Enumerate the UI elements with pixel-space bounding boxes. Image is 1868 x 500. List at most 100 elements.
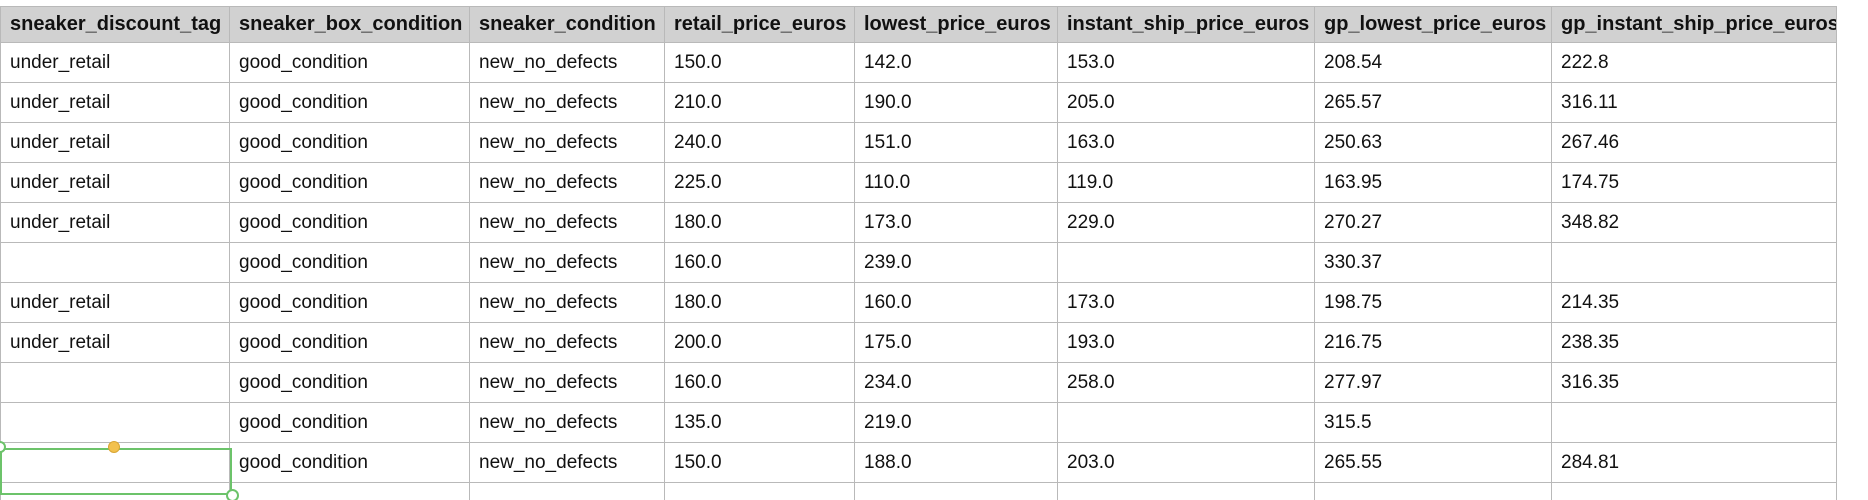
table-cell[interactable]: 110.0 [854,162,1058,203]
table-cell[interactable]: good_condition [229,322,470,363]
table-cell[interactable]: 180.0 [664,202,855,243]
table-cell[interactable]: 160.0 [664,242,855,283]
table-cell[interactable]: 193.0 [1057,322,1315,363]
table-cell[interactable] [1057,242,1315,283]
table-cell[interactable]: 200.0 [664,322,855,363]
table-cell[interactable]: 142.0 [854,42,1058,83]
table-cell[interactable]: 150.0 [664,42,855,83]
table-cell[interactable]: 180.0 [664,282,855,323]
table-cell[interactable]: 163.0 [1057,122,1315,163]
table-cell[interactable] [229,482,470,500]
table-cell[interactable]: good_condition [229,282,470,323]
table-cell[interactable]: 173.0 [854,202,1058,243]
table-cell[interactable] [1551,242,1837,283]
table-cell[interactable]: 135.0 [664,402,855,443]
table-cell[interactable]: 265.57 [1314,82,1552,123]
table-cell[interactable]: 316.11 [1551,82,1837,123]
table-cell[interactable]: new_no_defects [469,402,665,443]
table-cell[interactable]: 119.0 [1057,162,1315,203]
table-cell[interactable]: good_condition [229,202,470,243]
column-header-lowest-price-euros[interactable]: lowest_price_euros [854,6,1058,43]
table-cell[interactable]: good_condition [229,82,470,123]
table-cell[interactable]: 216.75 [1314,322,1552,363]
table-cell[interactable]: 160.0 [854,282,1058,323]
table-cell[interactable] [1057,402,1315,443]
table-cell[interactable]: 234.0 [854,362,1058,403]
table-cell[interactable]: 250.63 [1314,122,1552,163]
column-header-sneaker-box-condition[interactable]: sneaker_box_condition [229,6,470,43]
selection-start-handle[interactable] [0,441,6,453]
table-cell[interactable] [0,402,230,443]
table-cell[interactable] [469,482,665,500]
table-cell[interactable]: 348.82 [1551,202,1837,243]
table-cell[interactable]: under_retail [0,42,230,83]
column-header-instant-ship-price-euros[interactable]: instant_ship_price_euros [1057,6,1315,43]
table-cell[interactable]: good_condition [229,162,470,203]
table-cell[interactable]: under_retail [0,202,230,243]
table-cell[interactable]: new_no_defects [469,442,665,483]
table-cell[interactable]: 163.95 [1314,162,1552,203]
table-cell[interactable] [854,482,1058,500]
table-cell[interactable]: 225.0 [664,162,855,203]
table-cell[interactable]: 190.0 [854,82,1058,123]
table-cell[interactable]: good_condition [229,402,470,443]
table-cell[interactable]: 153.0 [1057,42,1315,83]
table-cell[interactable]: 258.0 [1057,362,1315,403]
table-cell[interactable]: 173.0 [1057,282,1315,323]
table-cell[interactable]: good_condition [229,42,470,83]
table-cell[interactable]: 277.97 [1314,362,1552,403]
table-cell[interactable]: 205.0 [1057,82,1315,123]
table-cell[interactable]: new_no_defects [469,202,665,243]
column-header-gp-instant-ship-price-euros[interactable]: gp_instant_ship_price_euros [1551,6,1837,43]
table-cell[interactable]: 238.35 [1551,322,1837,363]
table-cell[interactable]: 174.75 [1551,162,1837,203]
table-cell[interactable]: 150.0 [664,442,855,483]
table-cell[interactable] [1057,482,1315,500]
table-cell[interactable]: 198.75 [1314,282,1552,323]
table-cell[interactable]: 188.0 [854,442,1058,483]
table-cell[interactable]: 315.5 [1314,402,1552,443]
table-cell[interactable] [664,482,855,500]
table-cell[interactable]: 219.0 [854,402,1058,443]
table-cell[interactable] [1551,482,1837,500]
table-cell[interactable] [0,362,230,403]
selection-fill-handle[interactable] [226,489,239,500]
selection-resize-handle[interactable] [108,441,120,453]
table-cell[interactable]: 265.55 [1314,442,1552,483]
table-cell[interactable]: new_no_defects [469,42,665,83]
column-header-gp-lowest-price-euros[interactable]: gp_lowest_price_euros [1314,6,1552,43]
table-cell[interactable]: under_retail [0,122,230,163]
table-cell[interactable]: new_no_defects [469,162,665,203]
table-cell[interactable]: 160.0 [664,362,855,403]
table-cell[interactable] [1314,482,1552,500]
table-cell[interactable]: 267.46 [1551,122,1837,163]
table-cell[interactable]: under_retail [0,82,230,123]
table-cell[interactable]: under_retail [0,282,230,323]
table-cell[interactable]: new_no_defects [469,242,665,283]
table-cell[interactable]: good_condition [229,442,470,483]
table-cell[interactable]: 240.0 [664,122,855,163]
table-cell[interactable]: 330.37 [1314,242,1552,283]
column-header-sneaker-discount-tag[interactable]: sneaker_discount_tag [0,6,230,43]
table-cell[interactable]: new_no_defects [469,122,665,163]
table-cell[interactable]: 239.0 [854,242,1058,283]
table-cell[interactable] [0,482,230,500]
table-cell[interactable]: good_condition [229,242,470,283]
table-cell[interactable]: good_condition [229,122,470,163]
table-cell[interactable]: 210.0 [664,82,855,123]
table-cell[interactable]: 214.35 [1551,282,1837,323]
table-cell[interactable]: good_condition [229,362,470,403]
table-cell[interactable]: 208.54 [1314,42,1552,83]
column-header-sneaker-condition[interactable]: sneaker_condition [469,6,665,43]
table-cell[interactable]: 222.8 [1551,42,1837,83]
table-cell[interactable]: 203.0 [1057,442,1315,483]
table-cell[interactable]: 229.0 [1057,202,1315,243]
table-cell[interactable]: 175.0 [854,322,1058,363]
column-header-retail-price-euros[interactable]: retail_price_euros [664,6,855,43]
table-cell[interactable]: 316.35 [1551,362,1837,403]
table-cell[interactable] [1551,402,1837,443]
table-cell[interactable]: new_no_defects [469,282,665,323]
table-cell[interactable]: new_no_defects [469,322,665,363]
table-cell[interactable]: new_no_defects [469,82,665,123]
table-cell[interactable]: 151.0 [854,122,1058,163]
